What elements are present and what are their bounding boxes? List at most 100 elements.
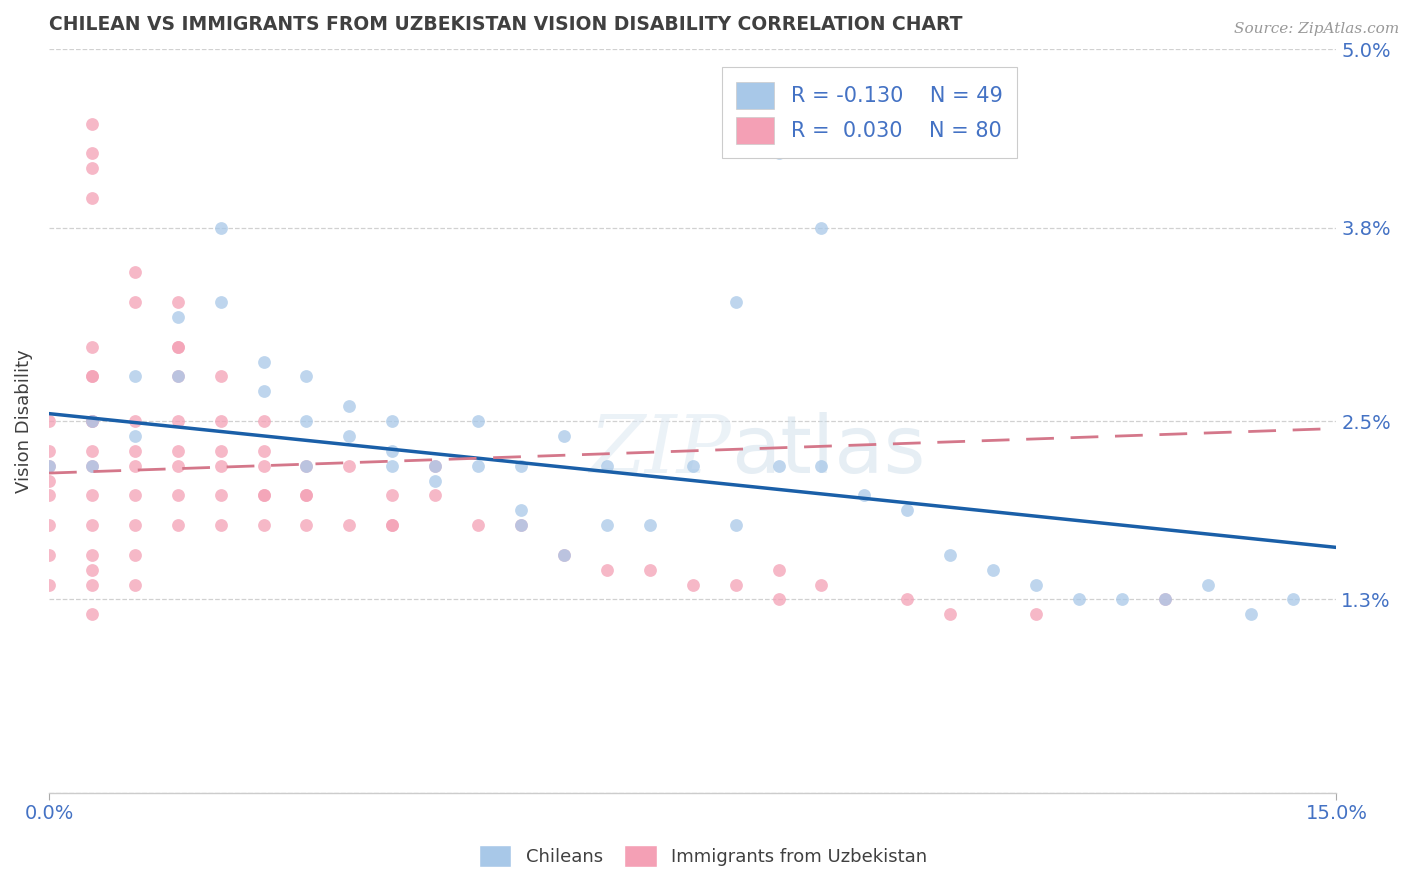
Point — [80, 191, 103, 205]
Point — [124, 443, 146, 458]
Point — [768, 592, 790, 607]
Point — [209, 443, 232, 458]
Point — [381, 414, 404, 428]
Text: Source: ZipAtlas.com: Source: ZipAtlas.com — [1233, 22, 1399, 37]
Point — [596, 563, 619, 577]
Point — [124, 295, 146, 310]
Point — [80, 340, 103, 354]
Point — [381, 518, 404, 533]
Point — [682, 577, 704, 591]
Point — [1025, 577, 1047, 591]
Point — [80, 488, 103, 502]
Point — [166, 443, 188, 458]
Point — [1239, 607, 1261, 622]
Point — [337, 458, 360, 473]
Point — [467, 414, 489, 428]
Legend: Chileans, Immigrants from Uzbekistan: Chileans, Immigrants from Uzbekistan — [471, 838, 935, 874]
Point — [209, 414, 232, 428]
Point — [510, 458, 533, 473]
Point — [80, 117, 103, 131]
Point — [510, 518, 533, 533]
Point — [166, 488, 188, 502]
Point — [553, 429, 575, 443]
Point — [252, 414, 274, 428]
Point — [981, 563, 1004, 577]
Point — [124, 548, 146, 562]
Point — [810, 577, 832, 591]
Point — [124, 369, 146, 384]
Point — [166, 295, 188, 310]
Point — [209, 488, 232, 502]
Point — [124, 265, 146, 279]
Point — [467, 458, 489, 473]
Point — [166, 340, 188, 354]
Point — [80, 369, 103, 384]
Point — [810, 458, 832, 473]
Point — [295, 369, 318, 384]
Point — [724, 518, 747, 533]
Point — [38, 474, 60, 488]
Point — [166, 369, 188, 384]
Point — [337, 518, 360, 533]
Point — [80, 607, 103, 622]
Point — [425, 488, 447, 502]
Point — [1153, 592, 1175, 607]
Point — [124, 414, 146, 428]
Point — [124, 429, 146, 443]
Point — [381, 458, 404, 473]
Point — [381, 488, 404, 502]
Point — [939, 548, 962, 562]
Point — [295, 414, 318, 428]
Point — [638, 563, 661, 577]
Point — [939, 607, 962, 622]
Point — [252, 458, 274, 473]
Point — [38, 458, 60, 473]
Point — [80, 414, 103, 428]
Point — [381, 443, 404, 458]
Text: ZIP: ZIP — [589, 412, 731, 490]
Point — [80, 518, 103, 533]
Point — [553, 548, 575, 562]
Point — [252, 488, 274, 502]
Point — [425, 458, 447, 473]
Y-axis label: Vision Disability: Vision Disability — [15, 349, 32, 493]
Point — [38, 518, 60, 533]
Point — [1282, 592, 1305, 607]
Point — [209, 295, 232, 310]
Point — [337, 429, 360, 443]
Point — [810, 220, 832, 235]
Point — [510, 503, 533, 517]
Point — [38, 458, 60, 473]
Point — [295, 518, 318, 533]
Point — [209, 518, 232, 533]
Point — [124, 577, 146, 591]
Point — [80, 161, 103, 176]
Point — [252, 443, 274, 458]
Point — [80, 414, 103, 428]
Legend: R = -0.130    N = 49, R =  0.030    N = 80: R = -0.130 N = 49, R = 0.030 N = 80 — [721, 67, 1017, 159]
Text: atlas: atlas — [731, 412, 925, 490]
Point — [166, 414, 188, 428]
Point — [896, 503, 918, 517]
Point — [596, 518, 619, 533]
Point — [124, 488, 146, 502]
Point — [682, 458, 704, 473]
Point — [295, 488, 318, 502]
Point — [295, 488, 318, 502]
Point — [853, 488, 876, 502]
Point — [596, 458, 619, 473]
Point — [166, 340, 188, 354]
Point — [252, 354, 274, 368]
Point — [80, 548, 103, 562]
Point — [337, 399, 360, 413]
Point — [768, 563, 790, 577]
Point — [209, 458, 232, 473]
Point — [1153, 592, 1175, 607]
Point — [209, 369, 232, 384]
Point — [467, 518, 489, 533]
Point — [80, 414, 103, 428]
Point — [166, 518, 188, 533]
Text: CHILEAN VS IMMIGRANTS FROM UZBEKISTAN VISION DISABILITY CORRELATION CHART: CHILEAN VS IMMIGRANTS FROM UZBEKISTAN VI… — [49, 15, 963, 34]
Point — [553, 548, 575, 562]
Point — [80, 563, 103, 577]
